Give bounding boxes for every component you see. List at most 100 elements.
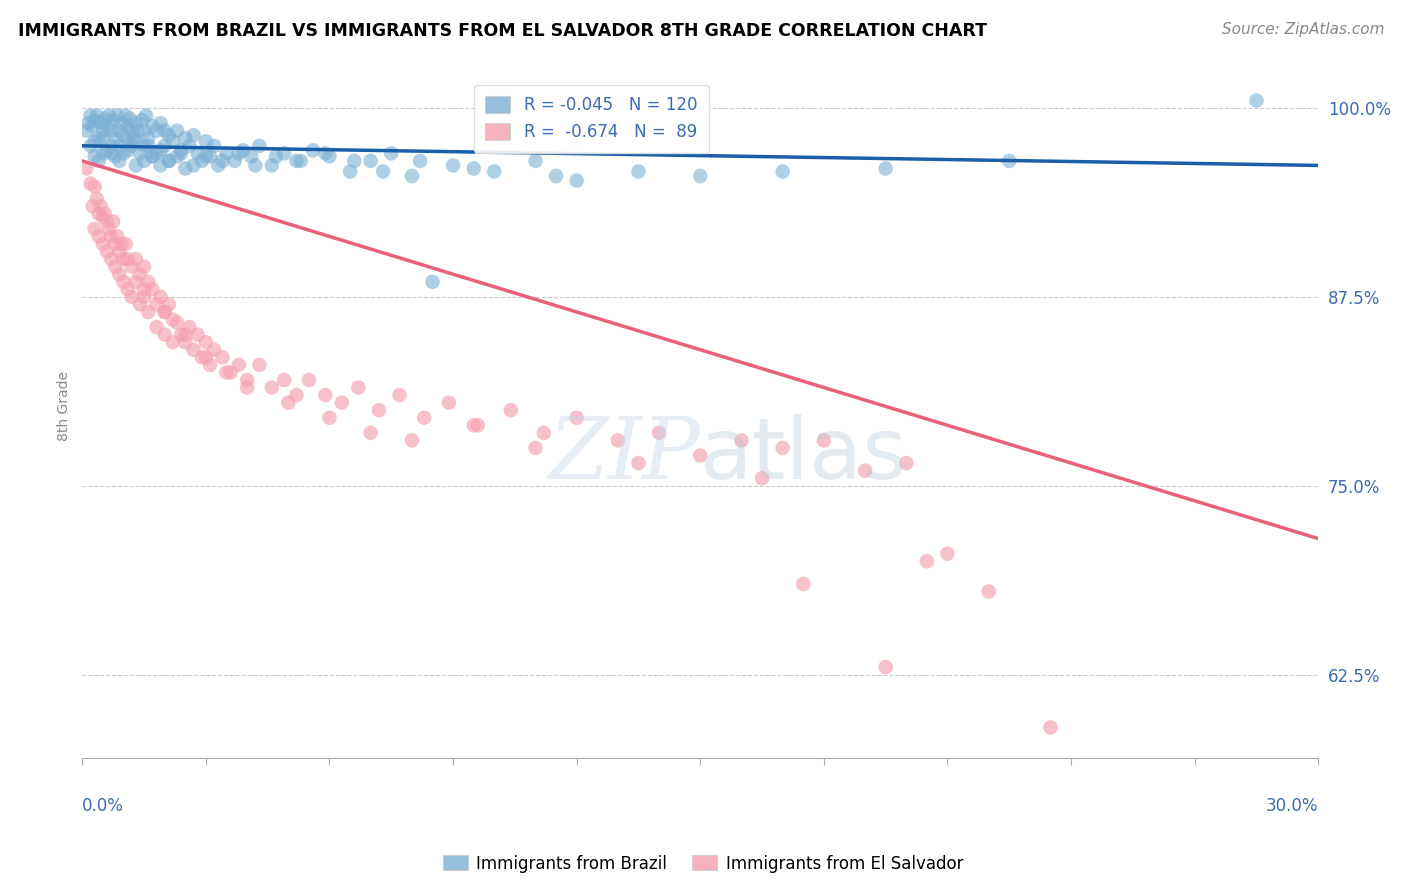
Point	[260, 158, 283, 172]
Point	[314, 146, 336, 161]
Point	[174, 327, 197, 342]
Point	[110, 237, 132, 252]
Point	[273, 373, 295, 387]
Point	[1246, 94, 1268, 108]
Point	[648, 425, 671, 440]
Point	[166, 149, 188, 163]
Point	[75, 161, 97, 176]
Point	[533, 425, 555, 440]
Point	[298, 373, 321, 387]
Point	[936, 547, 959, 561]
Point	[198, 149, 221, 163]
Point	[127, 124, 149, 138]
Point	[170, 144, 193, 158]
Point	[125, 252, 148, 266]
Point	[191, 351, 214, 365]
Point	[339, 164, 361, 178]
Point	[117, 119, 139, 133]
Point	[157, 297, 180, 311]
Point	[87, 229, 110, 244]
Point	[318, 149, 340, 163]
Point	[318, 410, 340, 425]
Point	[194, 134, 217, 148]
Point	[170, 327, 193, 342]
Point	[90, 116, 112, 130]
Point	[104, 260, 127, 274]
Point	[125, 116, 148, 130]
Point	[145, 124, 167, 138]
Point	[388, 388, 411, 402]
Point	[149, 158, 172, 172]
Point	[772, 441, 794, 455]
Point	[236, 373, 259, 387]
Point	[166, 124, 188, 138]
Point	[627, 164, 650, 178]
Point	[215, 146, 238, 161]
Point	[108, 267, 131, 281]
Point	[260, 380, 283, 394]
Point	[104, 237, 127, 252]
Point	[100, 252, 122, 266]
Point	[215, 366, 238, 380]
Legend: Immigrants from Brazil, Immigrants from El Salvador: Immigrants from Brazil, Immigrants from …	[436, 848, 970, 880]
Point	[94, 207, 117, 221]
Point	[117, 282, 139, 296]
Point	[112, 128, 135, 143]
Point	[79, 109, 101, 123]
Point	[409, 153, 432, 168]
Point	[96, 144, 118, 158]
Point	[153, 124, 176, 138]
Point	[132, 282, 155, 296]
Point	[998, 153, 1021, 168]
Point	[135, 109, 157, 123]
Point	[145, 320, 167, 334]
Point	[141, 149, 163, 163]
Text: Source: ZipAtlas.com: Source: ZipAtlas.com	[1222, 22, 1385, 37]
Point	[264, 149, 287, 163]
Point	[121, 138, 143, 153]
Point	[122, 131, 145, 145]
Point	[330, 395, 353, 409]
Point	[249, 138, 271, 153]
Point	[83, 134, 105, 148]
Point	[191, 153, 214, 168]
Point	[94, 112, 117, 126]
Point	[524, 441, 547, 455]
Point	[125, 275, 148, 289]
Point	[232, 144, 254, 158]
Point	[875, 161, 897, 176]
Point	[153, 138, 176, 153]
Point	[606, 434, 628, 448]
Point	[202, 343, 225, 357]
Point	[87, 131, 110, 145]
Point	[853, 464, 876, 478]
Point	[108, 124, 131, 138]
Point	[153, 305, 176, 319]
Point	[360, 425, 382, 440]
Point	[401, 434, 423, 448]
Point	[121, 124, 143, 138]
Text: 0.0%: 0.0%	[83, 797, 124, 814]
Y-axis label: 8th Grade: 8th Grade	[58, 371, 72, 442]
Point	[277, 395, 299, 409]
Point	[87, 153, 110, 168]
Point	[343, 153, 366, 168]
Point	[132, 124, 155, 138]
Point	[100, 124, 122, 138]
Point	[121, 290, 143, 304]
Text: ZIP: ZIP	[548, 414, 700, 497]
Point	[149, 144, 172, 158]
Point	[136, 305, 159, 319]
Point	[136, 138, 159, 153]
Point	[117, 252, 139, 266]
Point	[145, 146, 167, 161]
Point	[100, 146, 122, 161]
Point	[187, 327, 209, 342]
Point	[96, 244, 118, 259]
Point	[100, 138, 122, 153]
Point	[91, 146, 114, 161]
Point	[174, 335, 197, 350]
Point	[413, 410, 436, 425]
Point	[524, 153, 547, 168]
Point	[422, 275, 444, 289]
